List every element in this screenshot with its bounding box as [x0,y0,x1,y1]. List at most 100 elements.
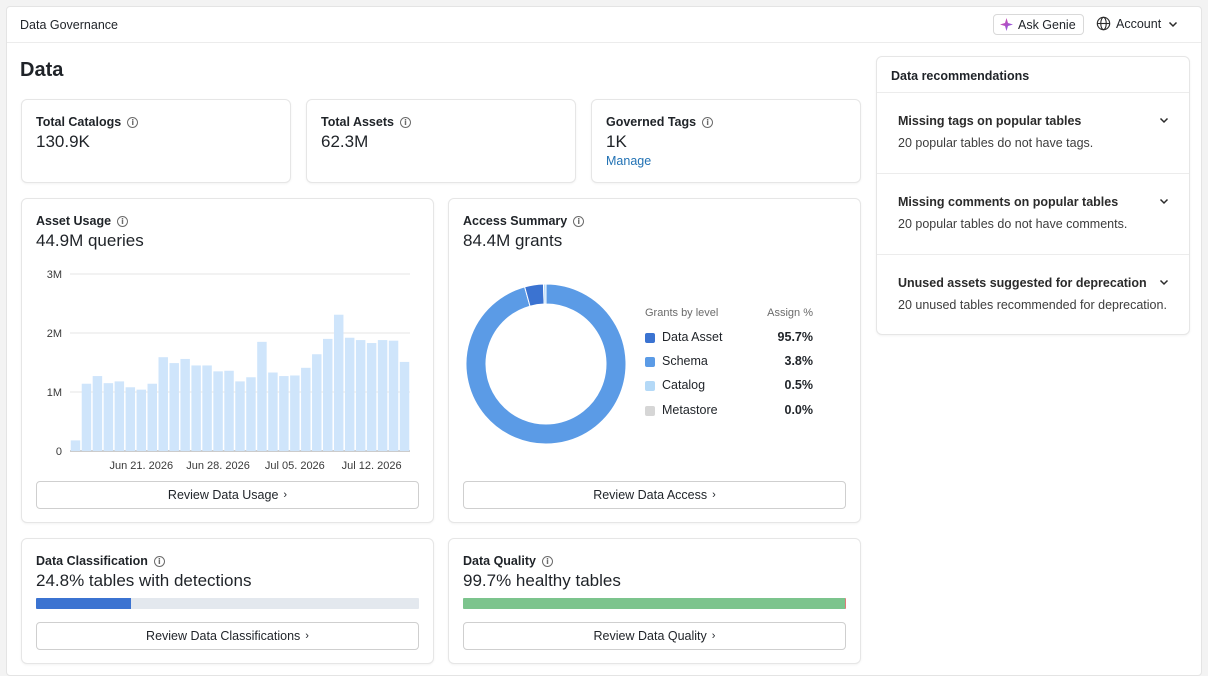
usage-bar[interactable] [355,340,366,451]
ask-genie-button[interactable]: Ask Genie [993,14,1084,35]
asset-usage-chart: 0 1M 2M 3M Jun 21, 2026 Jun 28, 2026 Jul 05, 2… [47,269,410,469]
quality-progress-fill [463,598,845,609]
recommendations-panel: Data recommendations Missing tags on pop… [876,56,1190,335]
usage-bar[interactable] [235,381,245,451]
legend-swatch [645,333,655,343]
quality-progress-bar [463,598,846,609]
usage-bar[interactable] [268,372,278,451]
usage-bar[interactable] [169,363,179,451]
usage-bar[interactable] [388,340,399,451]
usage-bar[interactable] [224,370,234,451]
usage-bar[interactable] [180,358,190,451]
info-icon[interactable]: i [573,215,585,227]
data-classification-metric: 24.8% tables with detections [36,571,252,590]
asset-usage-metric: 44.9M queries [36,231,144,250]
account-menu[interactable]: Account [1096,16,1180,31]
asset-usage-title: Asset Usage [36,214,112,228]
governed-tags-value: 1K [606,132,627,151]
x-tick-label: Jun 28, 2026 [186,460,250,469]
usage-bar[interactable] [114,381,125,451]
account-label: Account [1116,16,1162,31]
legend-row-data-asset: Data Asset 95.7% [645,329,813,349]
data-quality-title-row: Data Quality i [463,554,553,568]
usage-bar[interactable] [290,375,300,451]
usage-bar[interactable] [136,389,147,451]
usage-bar[interactable] [158,357,168,451]
legend-row-metastore: Metastore 0.0% [645,402,813,422]
chevron-right-icon: › [711,630,716,642]
access-summary-title: Access Summary [463,214,568,228]
donut-slice[interactable] [465,283,627,445]
asset-usage-title-row: Asset Usage i [36,214,129,228]
review-data-classifications-label: Review Data Classifications [146,629,301,643]
data-quality-metric: 99.7% healthy tables [463,571,621,590]
sparkle-icon [1000,18,1013,31]
usage-bar[interactable] [399,361,410,451]
data-classification-title: Data Classification [36,554,148,568]
recommendation-desc: 20 popular tables do not have tags. [898,136,1094,150]
usage-bar[interactable] [125,387,136,451]
info-icon[interactable]: i [117,215,129,227]
total-catalogs-value: 130.9K [36,132,90,151]
usage-bar[interactable] [70,440,81,451]
legend-name: Schema [662,354,708,368]
usage-bar[interactable] [202,365,212,451]
access-legend: Grants by level Assign % Data Asset 95.7… [645,307,813,417]
legend-swatch [645,381,655,391]
recommendation-title: Unused assets suggested for deprecation [898,276,1147,290]
usage-bar[interactable] [301,367,311,451]
access-summary-title-row: Access Summary i [463,214,585,228]
usage-bar[interactable] [191,365,201,451]
chevron-right-icon: › [283,489,288,501]
usage-bar[interactable] [213,371,223,451]
legend-value: 95.7% [777,330,813,344]
total-assets-card: Total Assets i 62.3M [306,99,576,183]
review-data-access-label: Review Data Access [593,488,708,502]
info-icon[interactable]: i [153,555,165,567]
legend-value-header: Assign % [767,307,813,319]
y-tick-label: 2M [47,328,62,340]
usage-bar[interactable] [246,377,256,451]
usage-bar[interactable] [344,337,355,451]
usage-bar[interactable] [92,376,103,451]
top-bar: Data Governance Ask Genie Account [7,7,1201,43]
usage-bar[interactable] [257,341,267,451]
chevron-down-icon[interactable] [1157,194,1171,208]
legend-name: Data Asset [662,330,723,344]
recommendation-title: Missing tags on popular tables [898,114,1082,128]
usage-bar[interactable] [377,340,388,451]
info-icon[interactable]: i [702,116,714,128]
usage-bar[interactable] [312,354,322,451]
recommendation-item[interactable]: Missing comments on popular tables 20 po… [877,173,1189,254]
x-tick-label: Jul 05, 2026 [265,460,325,469]
info-icon[interactable]: i [127,116,139,128]
review-data-access-button[interactable]: Review Data Access › [463,481,846,509]
legend-value: 0.5% [784,378,814,392]
data-quality-card: Data Quality i 99.7% healthy tables Revi… [448,538,861,664]
usage-bar[interactable] [147,383,157,451]
usage-bar[interactable] [323,338,333,451]
review-data-quality-button[interactable]: Review Data Quality › [463,622,846,650]
classification-progress-bar [36,598,419,609]
recommendations-title: Data recommendations [891,69,1030,83]
chevron-down-icon[interactable] [1157,275,1171,289]
review-data-usage-button[interactable]: Review Data Usage › [36,481,419,509]
legend-swatch [645,406,655,416]
recommendation-item[interactable]: Missing tags on popular tables 20 popula… [877,92,1189,173]
chevron-right-icon: › [712,489,716,501]
info-icon[interactable]: i [541,555,553,567]
usage-bar[interactable] [81,383,92,451]
usage-bar[interactable] [333,314,344,451]
chevron-down-icon [1169,21,1178,27]
usage-bar[interactable] [103,383,114,451]
manage-tags-link[interactable]: Manage [606,154,652,168]
data-classification-card: Data Classification i 24.8% tables with … [21,538,434,664]
recommendation-item[interactable]: Unused assets suggested for deprecation … [877,254,1189,335]
info-icon[interactable]: i [399,116,411,128]
classification-progress-fill [36,598,131,609]
usage-bar[interactable] [366,343,377,451]
review-data-classifications-button[interactable]: Review Data Classifications › [36,622,419,650]
usage-bar[interactable] [279,376,289,451]
chevron-down-icon[interactable] [1157,113,1171,127]
donut-slice[interactable] [542,283,547,305]
